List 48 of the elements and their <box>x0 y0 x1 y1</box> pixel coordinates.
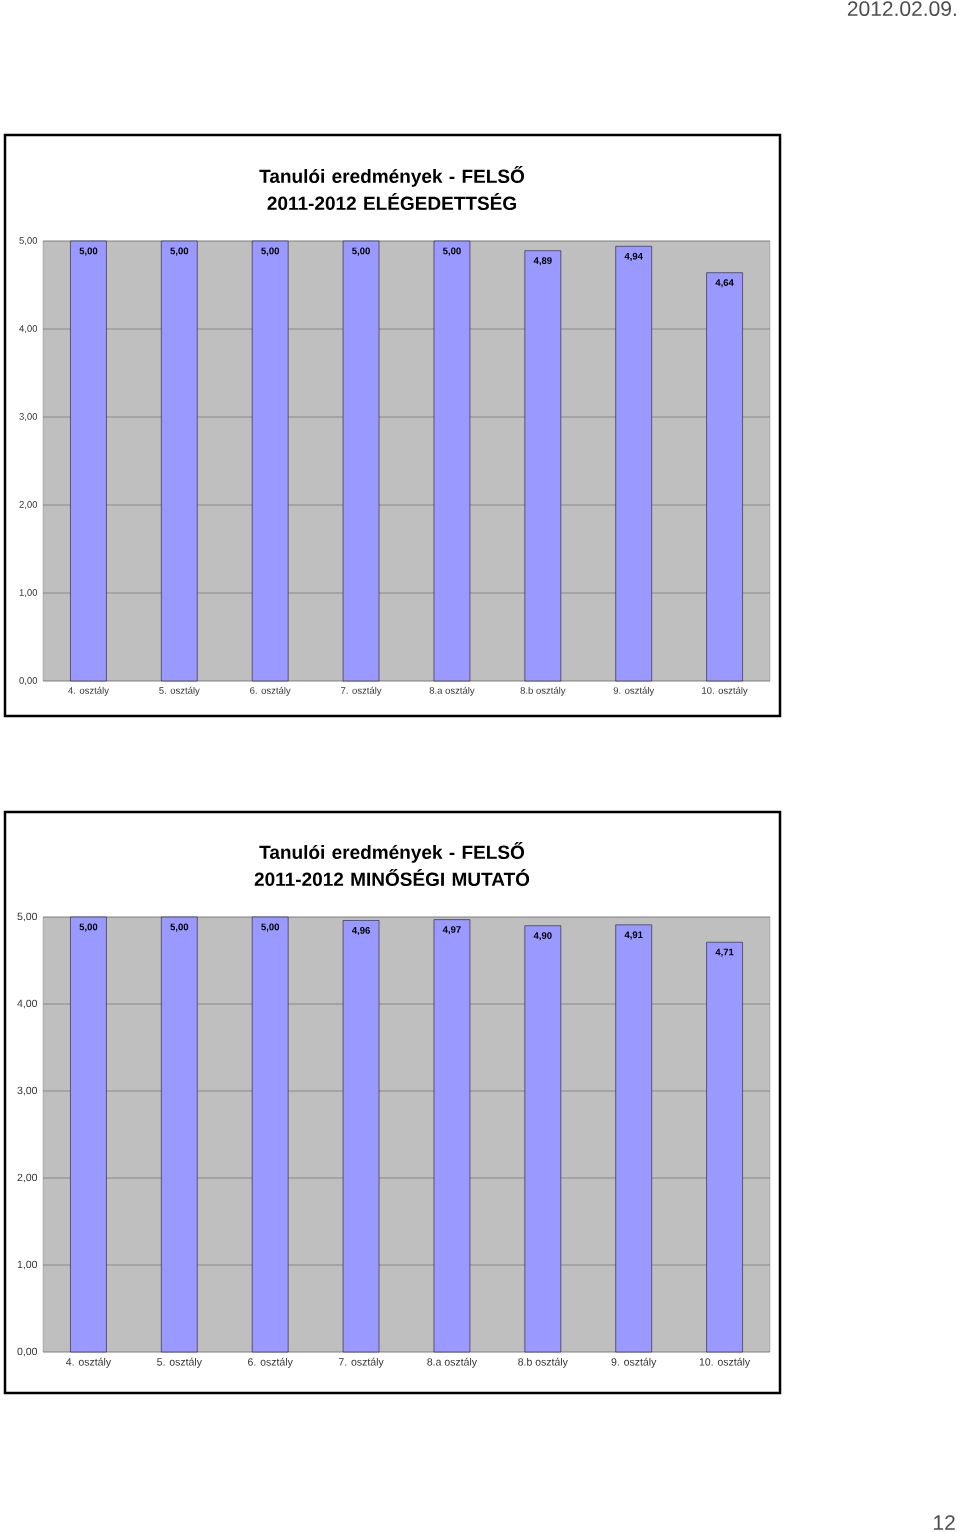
x-tick-label: 6. osztály <box>250 686 291 696</box>
x-tick-label: 8.a osztály <box>427 1357 478 1368</box>
data-label: 4,89 <box>533 257 552 266</box>
y-tick-label: 4,00 <box>17 999 38 1009</box>
data-label: 4,97 <box>442 926 461 935</box>
x-tick-label: 7. osztály <box>341 686 382 696</box>
data-label: 5,00 <box>79 247 98 256</box>
data-label: 4,90 <box>533 932 552 941</box>
data-label: 5,00 <box>352 247 370 256</box>
data-label: 4,64 <box>715 279 734 288</box>
x-tick-label: 6. osztály <box>248 1357 293 1368</box>
x-tick-label: 4. osztály <box>68 686 109 696</box>
y-tick-label: 1,00 <box>17 1260 38 1270</box>
data-label: 5,00 <box>442 247 461 256</box>
data-label: 4,71 <box>715 948 734 957</box>
y-tick-label: 3,00 <box>17 1086 38 1096</box>
y-tick-label: 0,00 <box>19 677 38 685</box>
x-tick-label: 10. osztály <box>699 1357 751 1368</box>
x-tick-label: 8.b osztály <box>518 1357 568 1368</box>
chart-title: Tanulói eredmények - FELSŐ 2011-2012 MINŐSÉGI MUTATÓ <box>254 842 530 887</box>
data-label: 4,96 <box>351 927 370 936</box>
y-tick-label: 0,00 <box>17 1347 38 1357</box>
y-tick-label: 5,00 <box>17 912 38 922</box>
x-tick-label: 10. osztály <box>702 686 748 696</box>
text: 12 <box>934 1515 955 1530</box>
x-tick-label: 5. osztály <box>157 1357 202 1368</box>
y-tick-label: 4,00 <box>19 325 38 333</box>
data-label: 5,00 <box>170 247 189 256</box>
x-tick-label: 4. osztály <box>66 1357 112 1368</box>
x-tick-label: 8.b osztály <box>520 686 566 696</box>
chart-title: Tanulói eredmények - FELSŐ 2011-2012 ELÉGEDETTSÉG <box>259 165 525 211</box>
data-label: 5,00 <box>79 923 98 932</box>
y-tick-label: 2,00 <box>19 501 38 509</box>
text: 2012.02.09. <box>847 1 956 17</box>
y-tick-label: 1,00 <box>19 589 38 597</box>
x-tick-label: 5. osztály <box>159 686 200 696</box>
data-label: 5,00 <box>261 247 280 256</box>
y-tick-label: 2,00 <box>17 1173 38 1183</box>
y-tick-label: 3,00 <box>19 413 38 421</box>
data-label: 4,94 <box>624 252 643 261</box>
x-tick-label: 8.a osztály <box>429 686 475 696</box>
y-tick-label: 5,00 <box>19 237 38 245</box>
data-label: 4,91 <box>624 931 643 940</box>
data-label: 5,00 <box>261 923 280 932</box>
data-label: 5,00 <box>170 923 189 932</box>
x-tick-label: 9. osztály <box>613 686 655 696</box>
x-tick-label: 9. osztály <box>611 1357 657 1368</box>
x-tick-label: 7. osztály <box>338 1357 384 1368</box>
